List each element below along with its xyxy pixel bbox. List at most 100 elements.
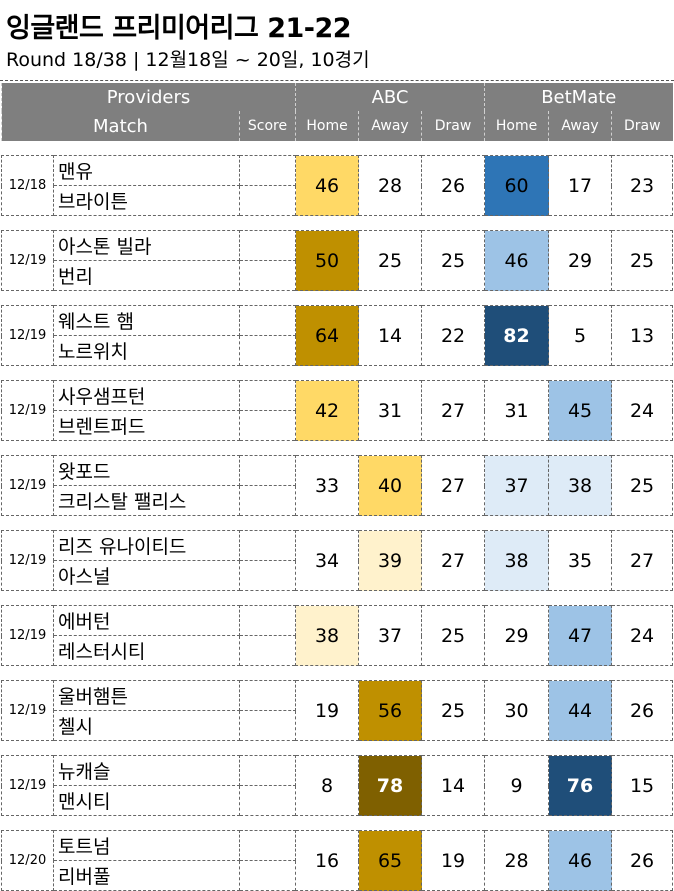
- betmate-draw-odds: 24: [611, 380, 674, 441]
- away-team: 노르위치: [53, 335, 240, 366]
- match-row-away: 노르위치: [2, 335, 673, 366]
- match-row-away: 번리: [2, 260, 673, 291]
- betmate-draw-odds: 26: [611, 680, 674, 741]
- match-row: 12/19 사우샘프턴 42 31 27 31 45 24: [1, 380, 674, 441]
- abc-away-odds: 39: [358, 530, 423, 591]
- abc-draw-odds: 22: [421, 305, 486, 366]
- score-cell: [238, 785, 297, 816]
- betmate-home-odds: 37: [484, 455, 550, 516]
- odds-table: Providers ABC BetMate Match Score Home A…: [0, 83, 674, 891]
- abc-away-odds: 56: [358, 680, 423, 741]
- match-date: 12/19: [1, 455, 54, 516]
- abc-home-odds: 34: [295, 530, 360, 591]
- away-team: 첼시: [53, 710, 240, 741]
- match-row: 12/19 웨스트 햄 64 14 22 82 5 13: [1, 305, 674, 366]
- score-cell: [238, 530, 297, 561]
- betmate-home-odds: 60: [484, 155, 550, 216]
- match-row: 12/19 울버햄튼 19 56 25 30 44 26: [1, 680, 674, 741]
- provider-abc-header: ABC: [295, 83, 485, 111]
- match-row: 12/19 뉴캐슬 8 78 14 9 76 15: [1, 755, 674, 816]
- betmate-draw-odds: 15: [611, 755, 674, 816]
- betmate-draw-odds: 25: [611, 455, 674, 516]
- home-team: 맨유: [53, 155, 240, 186]
- match-row: 12/19 왓포드 33 40 27 37 38 25: [1, 455, 674, 516]
- match-row-away: 크리스탈 팰리스: [2, 485, 673, 516]
- match-date: 12/19: [1, 605, 54, 666]
- score-cell: [238, 560, 297, 591]
- betmate-away-odds: 46: [548, 830, 613, 891]
- betmate-draw-odds: 25: [611, 230, 674, 291]
- match-row: 12/19 에버턴 38 37 25 29 47 24: [1, 605, 674, 666]
- score-cell: [238, 605, 297, 636]
- abc-away-odds: 14: [358, 305, 423, 366]
- title-divider: [0, 80, 674, 81]
- score-cell: [238, 260, 297, 291]
- abc-home-odds: 42: [295, 380, 360, 441]
- home-team: 리즈 유나이티드: [53, 530, 240, 561]
- abc-away-odds: 40: [358, 455, 423, 516]
- betmate-home-odds: 82: [484, 305, 550, 366]
- match-date: 12/18: [1, 155, 54, 216]
- abc-draw-header: Draw: [421, 111, 485, 141]
- score-cell: [238, 335, 297, 366]
- betmate-away-odds: 44: [548, 680, 613, 741]
- betmate-home-odds: 30: [484, 680, 550, 741]
- betmate-away-header: Away: [548, 111, 612, 141]
- away-team: 맨시티: [53, 785, 240, 816]
- abc-away-odds: 65: [358, 830, 423, 891]
- betmate-home-odds: 9: [484, 755, 550, 816]
- abc-home-odds: 16: [295, 830, 360, 891]
- match-row-away: 첼시: [2, 710, 673, 741]
- score-cell: [238, 185, 297, 216]
- abc-away-odds: 78: [358, 755, 423, 816]
- match-row: 12/20 토트넘 16 65 19 28 46 26: [1, 830, 674, 891]
- abc-draw-odds: 19: [421, 830, 486, 891]
- abc-away-odds: 25: [358, 230, 423, 291]
- score-cell: [238, 410, 297, 441]
- match-header: Match: [1, 111, 240, 141]
- betmate-away-odds: 35: [548, 530, 613, 591]
- abc-home-odds: 19: [295, 680, 360, 741]
- betmate-away-odds: 38: [548, 455, 613, 516]
- score-cell: [238, 380, 297, 411]
- home-team: 토트넘: [53, 830, 240, 861]
- home-team: 웨스트 햄: [53, 305, 240, 336]
- match-row: 12/18 맨유 46 28 26 60 17 23: [1, 155, 674, 216]
- abc-home-odds: 38: [295, 605, 360, 666]
- provider-betmate-header: BetMate: [484, 83, 673, 111]
- betmate-away-odds: 47: [548, 605, 613, 666]
- match-row-away: 브라이튼: [2, 185, 673, 216]
- match-date: 12/19: [1, 380, 54, 441]
- score-header: Score: [238, 111, 296, 141]
- betmate-draw-odds: 24: [611, 605, 674, 666]
- match-row-away: 맨시티: [2, 785, 673, 816]
- page-title: 잉글랜드 프리미어리그 21-22: [6, 13, 352, 44]
- away-team: 브라이튼: [53, 185, 240, 216]
- score-cell: [238, 635, 297, 666]
- match-date: 12/19: [1, 530, 54, 591]
- header-row-providers: Providers ABC BetMate: [0, 83, 673, 111]
- abc-draw-odds: 27: [421, 530, 486, 591]
- home-team: 사우샘프턴: [53, 380, 240, 411]
- score-cell: [238, 485, 297, 516]
- match-date: 12/20: [1, 830, 54, 891]
- betmate-home-odds: 29: [484, 605, 550, 666]
- match-date: 12/19: [1, 755, 54, 816]
- match-row-away: 레스터시티: [2, 635, 673, 666]
- page-subtitle: Round 18/38 | 12월18일 ~ 20일, 10경기: [6, 49, 370, 71]
- abc-home-odds: 46: [295, 155, 360, 216]
- abc-draw-odds: 27: [421, 455, 486, 516]
- abc-draw-odds: 27: [421, 380, 486, 441]
- score-cell: [238, 680, 297, 711]
- away-team: 아스널: [53, 560, 240, 591]
- header-row-columns: Match Score Home Away Draw Home Away Dra…: [1, 111, 673, 141]
- abc-away-odds: 37: [358, 605, 423, 666]
- betmate-draw-odds: 26: [611, 830, 674, 891]
- match-date: 12/19: [1, 305, 54, 366]
- betmate-home-header: Home: [484, 111, 549, 141]
- abc-draw-odds: 25: [421, 680, 486, 741]
- match-date: 12/19: [1, 230, 54, 291]
- match-row: 12/19 아스톤 빌라 50 25 25 46 29 25: [1, 230, 674, 291]
- providers-header: Providers: [0, 83, 296, 111]
- home-team: 뉴캐슬: [53, 755, 240, 786]
